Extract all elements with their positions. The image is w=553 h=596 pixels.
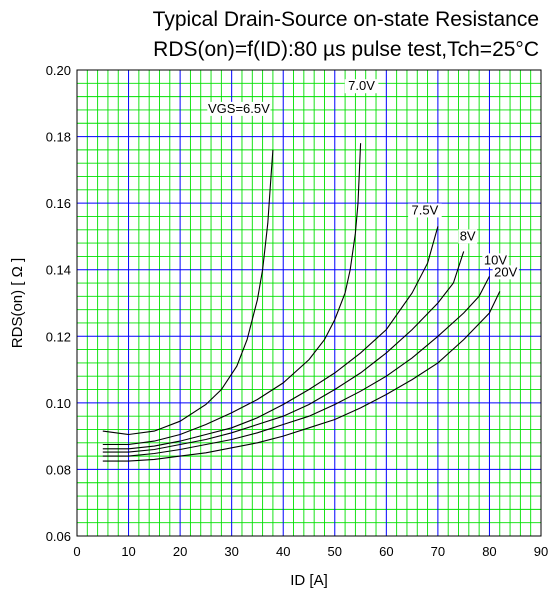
- x-tick-label: 30: [224, 544, 238, 559]
- series-line-6: [102, 291, 501, 462]
- series-label-2: 7.0V: [348, 78, 375, 93]
- plot-frame: [76, 69, 542, 537]
- series-line-1: [102, 149, 274, 436]
- series-line-5: [102, 276, 490, 457]
- series-label-5: 10V: [484, 252, 507, 267]
- y-axis-label: RDS(on) [ Ω ]: [9, 258, 26, 348]
- series-line-3: [102, 226, 439, 450]
- series-label-4: 8V: [460, 228, 476, 243]
- x-tick-label: 40: [276, 544, 290, 559]
- y-tick-label: 0.14: [46, 263, 71, 278]
- series-line-4: [102, 251, 465, 453]
- chart-title: Typical Drain-Source on-state Resistance: [152, 8, 539, 31]
- x-tick-label: 20: [173, 544, 187, 559]
- series-label-background: [492, 265, 519, 280]
- x-axis-ticks: 0 10 20 30 40 50 60 70 80 90: [73, 544, 548, 559]
- y-tick-label: 0.16: [46, 196, 71, 211]
- x-tick-label: 50: [328, 544, 342, 559]
- x-tick-label: 60: [379, 544, 393, 559]
- y-tick-label: 0.10: [46, 396, 71, 411]
- y-axis-ticks: 0.06 0.08 0.10 0.12 0.14 0.16 0.18 0.20: [46, 63, 71, 544]
- series-label-6: 20V: [494, 264, 517, 279]
- series-line-2: [102, 143, 362, 446]
- chart-subtitle: RDS(on)=f(ID):80 µs pulse test,Tch=25°C: [153, 38, 539, 61]
- series-label-background: [458, 229, 478, 244]
- series-label-3: 7.5V: [412, 202, 439, 217]
- x-tick-label: 90: [534, 544, 548, 559]
- minor-grid: [77, 70, 541, 536]
- x-tick-label: 10: [121, 544, 135, 559]
- x-tick-label: 70: [431, 544, 445, 559]
- grid: [76, 69, 542, 537]
- curves: [102, 143, 501, 462]
- x-axis-label: ID [A]: [290, 572, 328, 589]
- series-label-background: [207, 101, 271, 116]
- y-tick-label: 0.20: [46, 63, 71, 78]
- series-label-1: VGS=6.5V: [208, 101, 270, 116]
- x-tick-label: 80: [482, 544, 496, 559]
- y-tick-label: 0.08: [46, 462, 71, 477]
- series-label-background: [482, 253, 509, 268]
- x-tick-label: 0: [73, 544, 80, 559]
- y-tick-label: 0.06: [46, 529, 71, 544]
- major-grid: [76, 69, 542, 537]
- series-label-background: [408, 203, 442, 218]
- series-label-background: [344, 79, 379, 94]
- y-tick-label: 0.18: [46, 130, 71, 145]
- y-tick-label: 0.12: [46, 329, 71, 344]
